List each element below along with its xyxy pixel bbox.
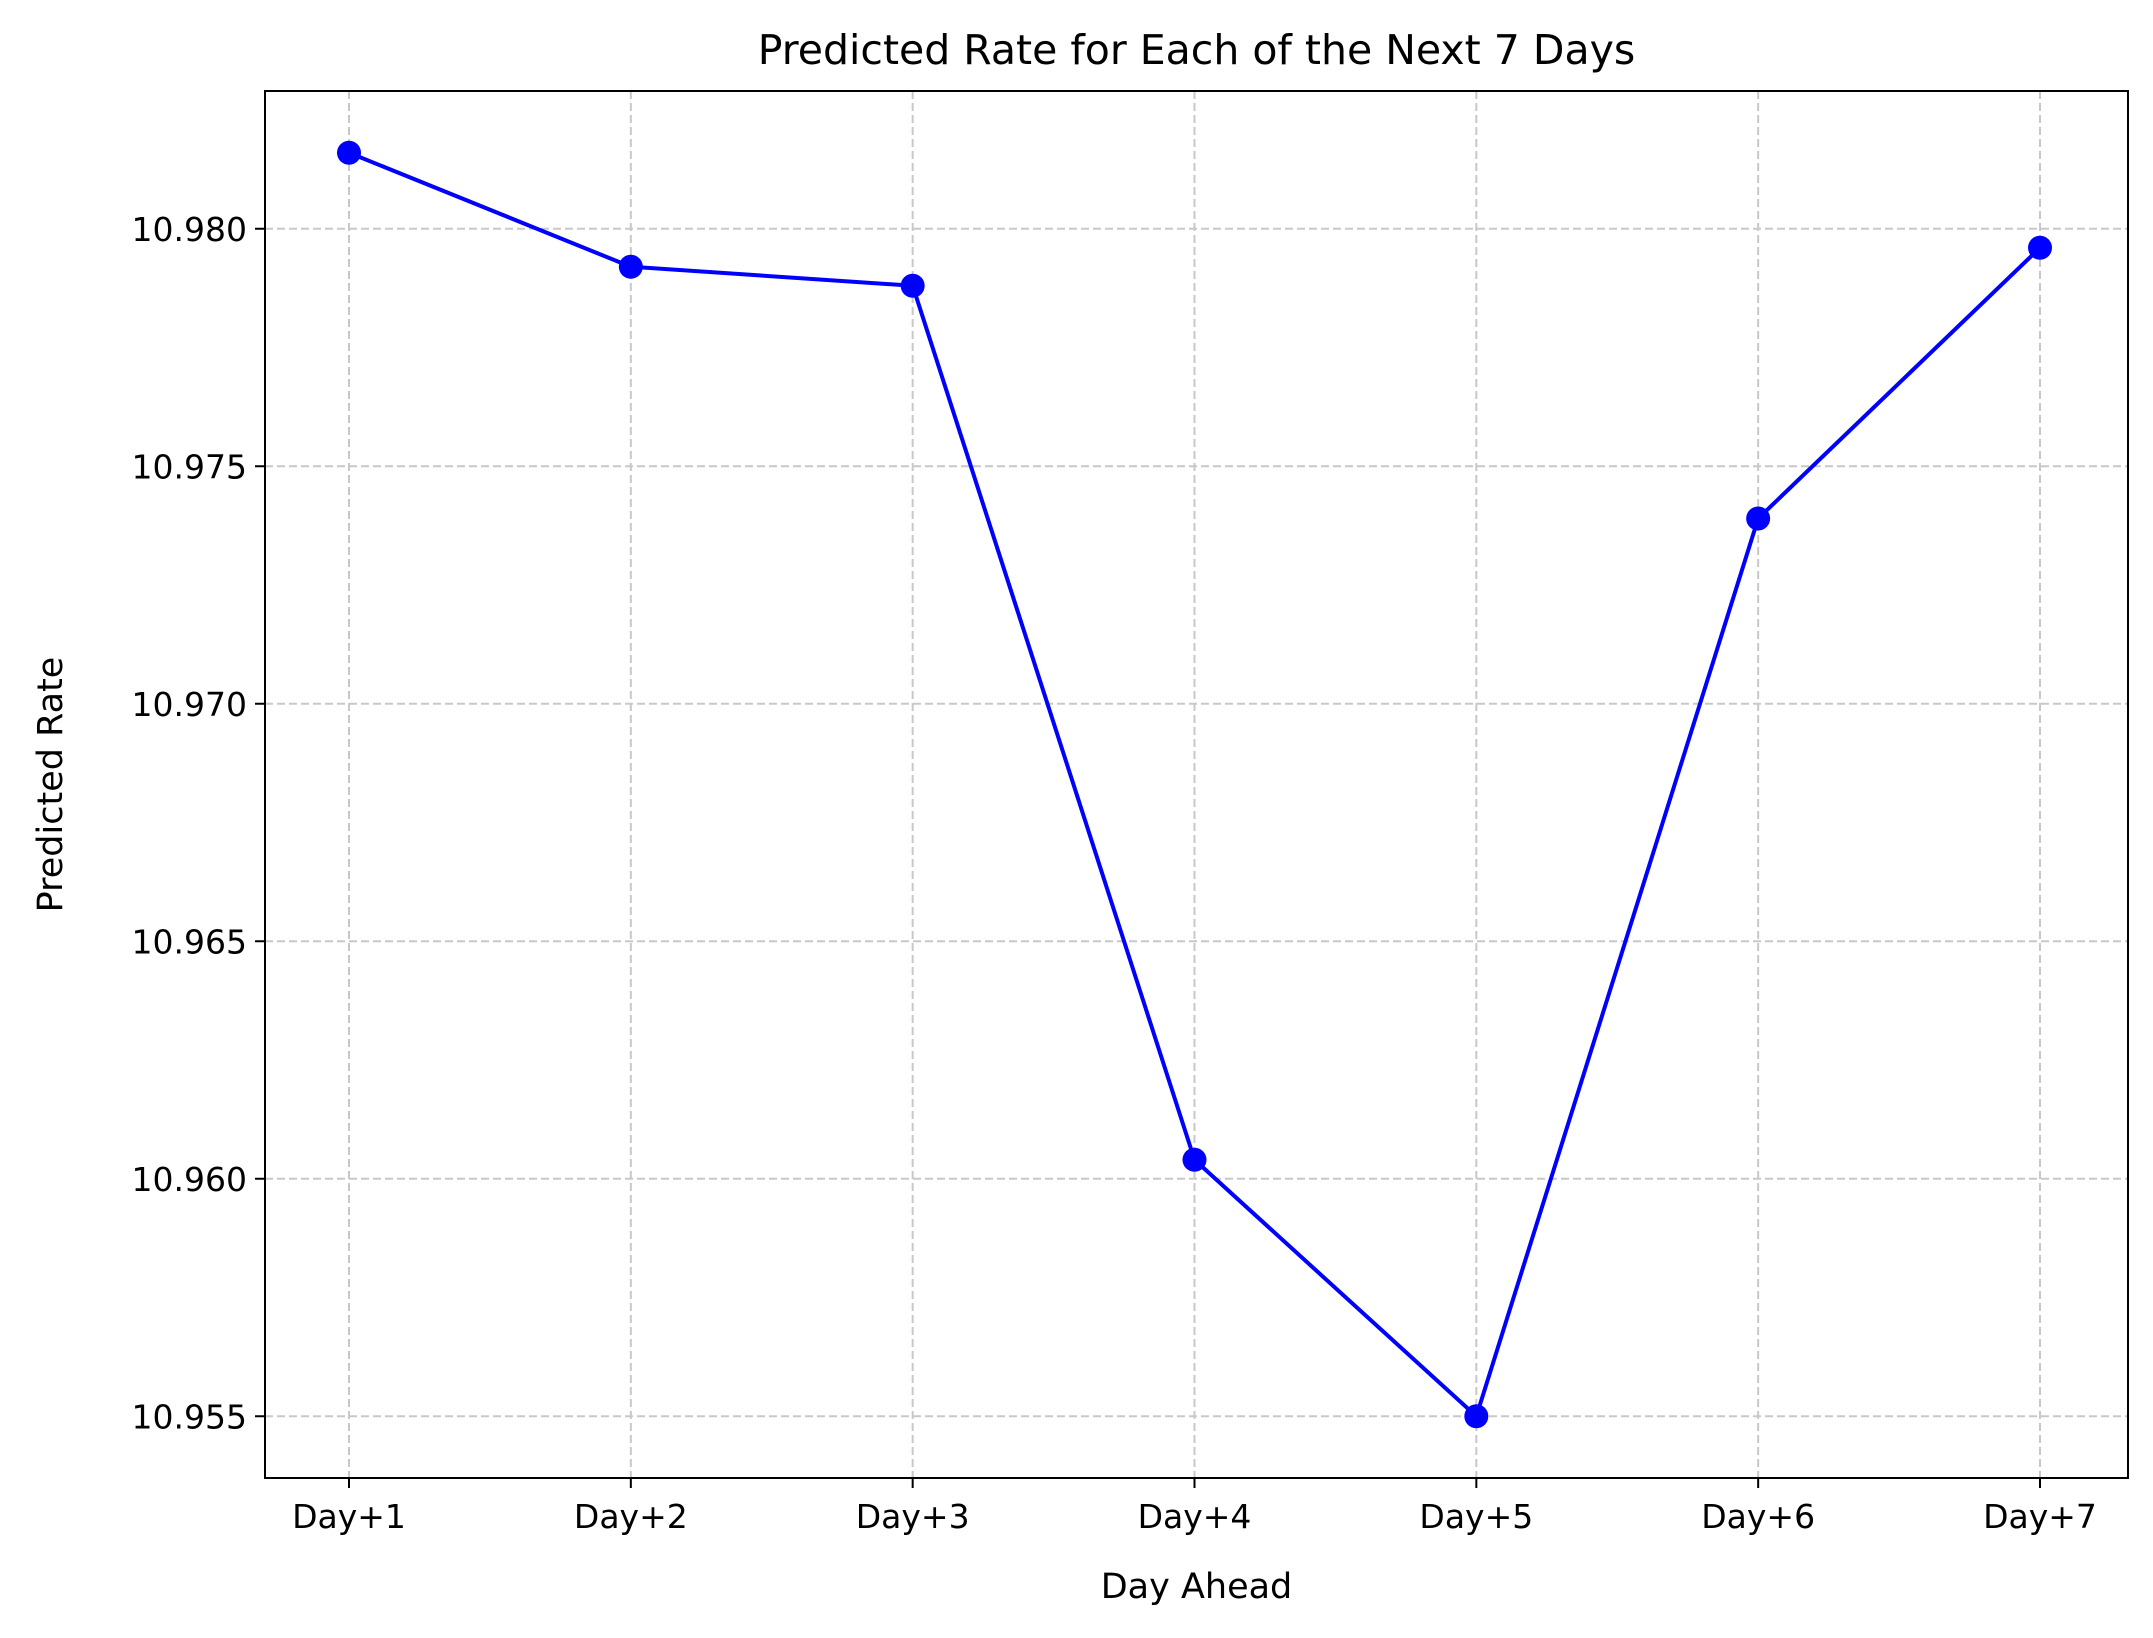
y-tick-label: 10.955 [132,1397,247,1436]
ticks: Day+1 Day+2 Day+3 Day+4 Day+5 Day+6 Day+7 10.95… [132,210,2097,1536]
data-point [337,140,361,165]
x-tick-label: Day+6 [1701,1497,1815,1536]
grid [265,91,2128,1478]
y-tick-label: 10.980 [132,210,247,249]
x-tick-label: Day+4 [1138,1497,1252,1536]
y-axis-title: Predicted Rate [31,657,71,913]
data-point [1746,506,1771,531]
data-point [2028,235,2052,260]
plot-frame [264,90,2129,1479]
y-tick-label: 10.975 [132,447,247,486]
x-tick-label: Day+7 [1983,1497,2097,1536]
y-tick-label: 10.970 [132,685,247,724]
series-layer [337,140,2052,1429]
chart-title: Predicted Rate for Each of the Next 7 Da… [758,26,1635,74]
x-tick-label: Day+5 [1419,1497,1533,1536]
y-tick-label: 10.965 [132,922,247,961]
y-tick-label: 10.960 [132,1160,247,1199]
data-point [1182,1147,1207,1172]
x-axis-title: Day Ahead [1101,1567,1293,1607]
x-tick-label: Day+2 [574,1497,688,1536]
x-tick-label: Day+1 [292,1497,406,1536]
x-tick-label: Day+3 [856,1497,970,1536]
data-point [900,273,925,298]
data-point [1464,1404,1489,1429]
data-point [618,254,643,279]
